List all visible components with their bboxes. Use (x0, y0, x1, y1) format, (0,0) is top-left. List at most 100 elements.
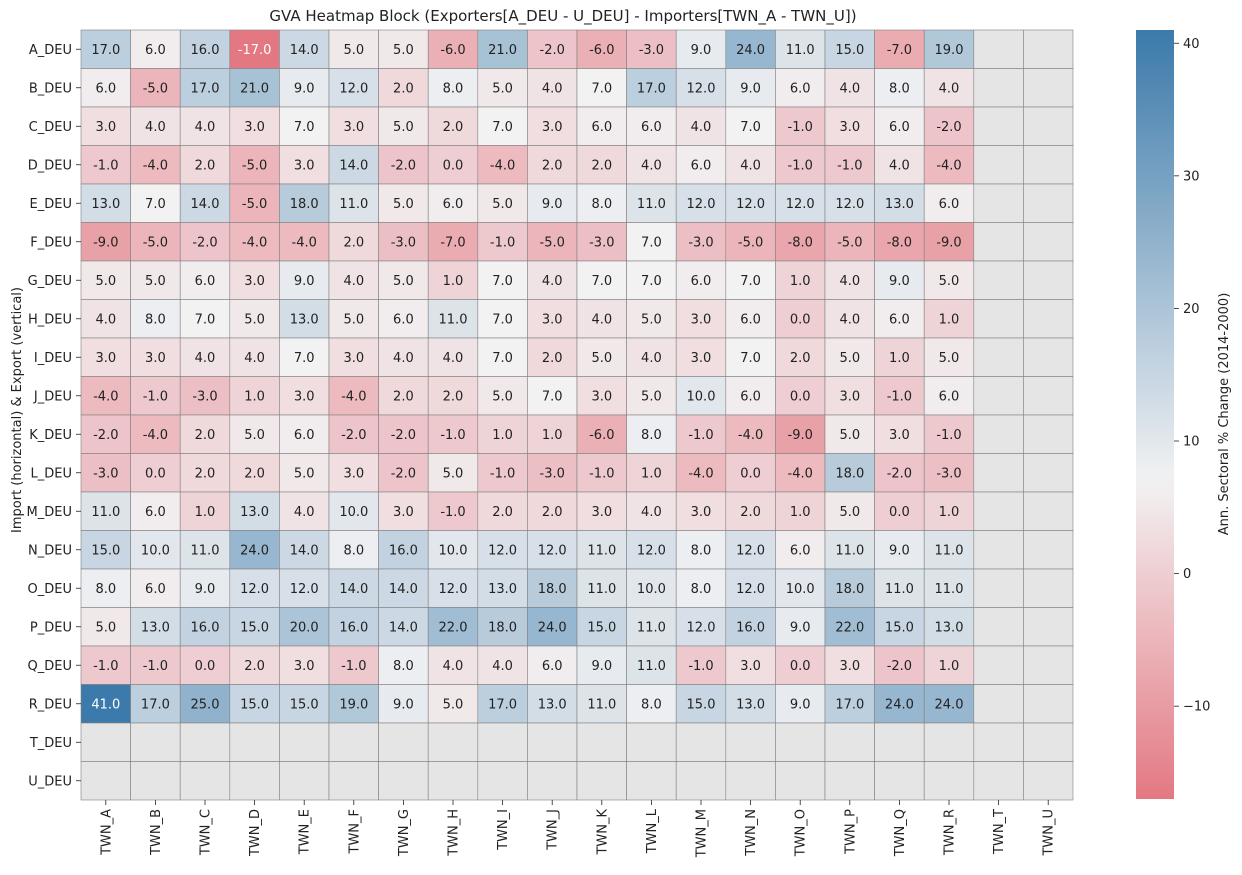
cell-value-label: -4.0 (341, 389, 366, 404)
heatmap-cell (527, 722, 578, 762)
heatmap-cell (725, 106, 776, 146)
cell-value-label: 16.0 (339, 620, 368, 635)
cell-value-label: 3.0 (244, 120, 265, 135)
cell-value-label: 17.0 (637, 81, 666, 96)
cell-value-label: -3.0 (192, 389, 217, 404)
heatmap-cell (675, 145, 727, 185)
x-tick-label: TWN_N (744, 809, 759, 857)
heatmap-cell (179, 684, 231, 724)
heatmap-cell (527, 607, 578, 647)
cell-value-label: 5.0 (393, 120, 414, 135)
cell-value-label: 1.0 (790, 274, 811, 289)
cell-value-label: -1.0 (688, 428, 713, 443)
cell-value-label: 6.0 (939, 197, 960, 212)
heatmap-cell (576, 530, 627, 570)
cell-value-label: 41.0 (91, 697, 120, 712)
cell-value-label: 4.0 (691, 120, 712, 135)
cell-value-label: -1.0 (788, 120, 813, 135)
heatmap-cell (824, 29, 875, 69)
cell-value-label: 15.0 (91, 543, 120, 558)
heatmap-cell (229, 68, 280, 108)
x-tick-label: TWN_U (1042, 809, 1057, 857)
cell-value-label: -4.0 (738, 428, 763, 443)
cell-value-label: 18.0 (835, 466, 864, 481)
heatmap-cell (874, 222, 925, 262)
cell-value-label: 25.0 (191, 697, 220, 712)
cell-value-label: 19.0 (935, 43, 964, 58)
y-axis-label: Import (horizontal) & Export (vertical) (10, 287, 25, 533)
heatmap-cell (378, 260, 429, 300)
cell-value-label: 1.0 (889, 351, 910, 366)
heatmap-cell (527, 684, 578, 724)
heatmap-cell (824, 722, 875, 762)
cell-value-label: 4.0 (839, 81, 860, 96)
heatmap-cell (973, 337, 1024, 377)
heatmap-cell (923, 145, 975, 185)
heatmap-cell (328, 29, 379, 69)
cell-value-label: 0.0 (790, 312, 811, 327)
x-tick-label: TWN_K (595, 809, 610, 856)
heatmap-cell (427, 684, 479, 724)
cell-value-label: 8.0 (145, 312, 166, 327)
cell-value-label: 13.0 (885, 197, 914, 212)
heatmap-cell (626, 183, 677, 223)
heatmap-cell (130, 722, 181, 762)
cell-value-label: -2.0 (391, 466, 416, 481)
cell-value-label: 9.0 (790, 620, 811, 635)
cell-value-label: 5.0 (839, 351, 860, 366)
x-tick-label: TWN_I (496, 809, 511, 851)
x-tick-label: TWN_J (546, 809, 561, 851)
heatmap-cell (179, 491, 231, 531)
cell-value-label: 7.0 (492, 274, 513, 289)
heatmap-cell (477, 222, 528, 262)
cell-value-label: 12.0 (339, 81, 368, 96)
colorbar-tick-label: −10 (1183, 700, 1210, 715)
x-tick-label: TWN_L (645, 808, 660, 854)
y-tick-label: I_DEU (34, 351, 72, 366)
heatmap-cell (775, 145, 826, 185)
cell-value-label: -5.0 (837, 235, 862, 250)
heatmap-cell (576, 68, 627, 108)
heatmap-cell (775, 607, 826, 647)
heatmap-cell (675, 260, 727, 300)
cell-value-label: 7.0 (641, 274, 662, 289)
heatmap-cell (824, 453, 875, 493)
cell-value-label: 9.0 (790, 697, 811, 712)
cell-value-label: 12.0 (687, 81, 716, 96)
heatmap-cell (725, 722, 776, 762)
heatmap-cell (576, 337, 627, 377)
cell-value-label: 6.0 (790, 543, 811, 558)
heatmap-cell (427, 299, 479, 339)
heatmap-cell (378, 722, 429, 762)
x-tick-label: TWN_B (149, 809, 164, 856)
cell-value-label: 3.0 (294, 389, 315, 404)
cell-value-label: 12.0 (786, 197, 815, 212)
heatmap-cell (1023, 183, 1074, 223)
heatmap-cell (328, 299, 379, 339)
cell-value-label: 17.0 (488, 697, 517, 712)
heatmap-cell (626, 29, 677, 69)
heatmap-cell (378, 568, 429, 608)
heatmap-cell (527, 183, 578, 223)
heatmap-cell (874, 684, 925, 724)
cell-value-label: -1.0 (887, 389, 912, 404)
cell-value-label: -6.0 (440, 43, 465, 58)
cell-value-label: 3.0 (889, 428, 910, 443)
cell-value-label: 7.0 (145, 197, 166, 212)
heatmap-cell (179, 568, 231, 608)
cell-value-label: 1.0 (790, 505, 811, 520)
cell-value-label: 4.0 (591, 312, 612, 327)
heatmap-cell (328, 453, 379, 493)
heatmap-cell (973, 722, 1024, 762)
heatmap-cell (279, 145, 330, 185)
cell-value-label: 16.0 (736, 620, 765, 635)
chart-title: GVA Heatmap Block (Exporters[A_DEU - U_D… (269, 7, 856, 26)
y-tick-label: D_DEU (28, 158, 72, 173)
heatmap-cell (824, 414, 875, 454)
x-tick-label: TWN_G (397, 809, 412, 857)
heatmap-cell (923, 260, 975, 300)
heatmap-cell (229, 761, 280, 801)
cell-value-label: 8.0 (641, 697, 662, 712)
